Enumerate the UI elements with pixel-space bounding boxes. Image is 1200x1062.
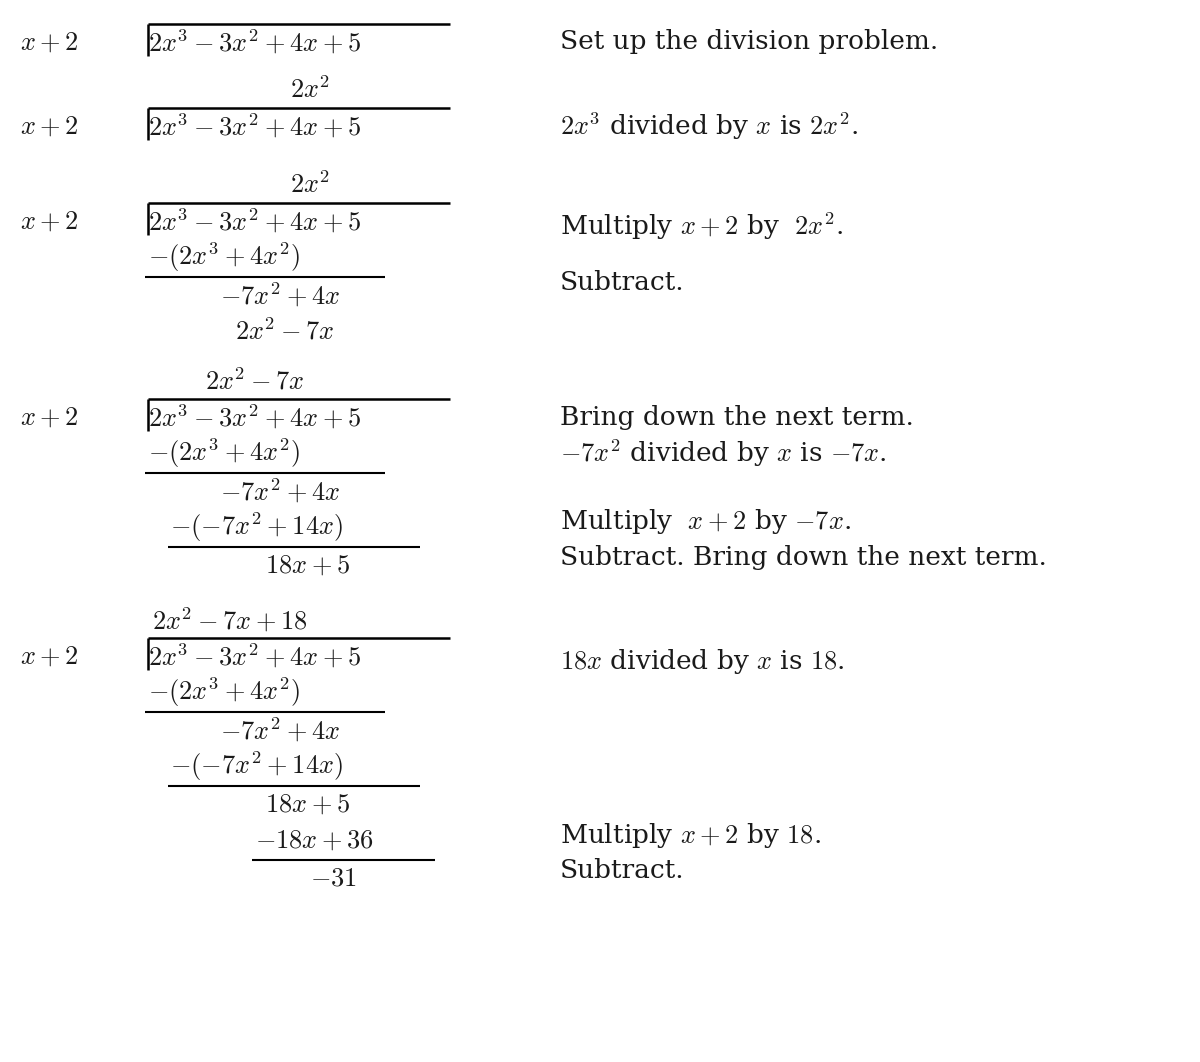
Text: $x + 2$: $x + 2$ bbox=[20, 208, 79, 234]
Text: $2x^2 - 7x$: $2x^2 - 7x$ bbox=[235, 318, 335, 344]
Text: $18x + 5$: $18x + 5$ bbox=[265, 552, 350, 578]
Text: $2x^2$: $2x^2$ bbox=[290, 172, 330, 199]
Text: Bring down the next term.: Bring down the next term. bbox=[560, 405, 914, 429]
Text: $-7x^2$ divided by $x$ is $-7x$.: $-7x^2$ divided by $x$ is $-7x$. bbox=[560, 438, 887, 468]
Text: $2x^2 - 7x + 18$: $2x^2 - 7x + 18$ bbox=[152, 605, 308, 634]
Text: $2x^3$ divided by $x$ is $2x^2$.: $2x^3$ divided by $x$ is $2x^2$. bbox=[560, 110, 858, 142]
Text: $2x^3 - 3x^2 + 4x + 5$: $2x^3 - 3x^2 + 4x + 5$ bbox=[148, 402, 361, 431]
Text: $x + 2$: $x + 2$ bbox=[20, 405, 79, 429]
Text: Multiply $\ x + 2$ by $-7x$.: Multiply $\ x + 2$ by $-7x$. bbox=[560, 508, 851, 536]
Text: Multiply $x + 2$ by $18$.: Multiply $x + 2$ by $18$. bbox=[560, 821, 821, 850]
Text: Multiply $x + 2$ by $\ 2x^2$.: Multiply $x + 2$ by $\ 2x^2$. bbox=[560, 210, 844, 242]
Text: $2x^3 - 3x^2 + 4x + 5$: $2x^3 - 3x^2 + 4x + 5$ bbox=[148, 112, 361, 140]
Text: $-(2x^3 + 4x^2)$: $-(2x^3 + 4x^2)$ bbox=[148, 436, 300, 469]
Text: $-7x^2 + 4x$: $-7x^2 + 4x$ bbox=[220, 716, 340, 744]
Text: Subtract. Bring down the next term.: Subtract. Bring down the next term. bbox=[560, 546, 1046, 570]
Text: Set up the division problem.: Set up the division problem. bbox=[560, 30, 938, 54]
Text: $2x^3 - 3x^2 + 4x + 5$: $2x^3 - 3x^2 + 4x + 5$ bbox=[148, 28, 361, 56]
Text: $-(2x^3 + 4x^2)$: $-(2x^3 + 4x^2)$ bbox=[148, 675, 300, 708]
Text: $2x^3 - 3x^2 + 4x + 5$: $2x^3 - 3x^2 + 4x + 5$ bbox=[148, 641, 361, 670]
Text: $-(-7x^2 + 14x)$: $-(-7x^2 + 14x)$ bbox=[170, 749, 343, 783]
Text: $-7x^2 + 4x$: $-7x^2 + 4x$ bbox=[220, 280, 340, 309]
Text: Subtract.: Subtract. bbox=[560, 858, 685, 884]
Text: $2x^3 - 3x^2 + 4x + 5$: $2x^3 - 3x^2 + 4x + 5$ bbox=[148, 207, 361, 235]
Text: $x + 2$: $x + 2$ bbox=[20, 30, 79, 54]
Text: $x + 2$: $x + 2$ bbox=[20, 114, 79, 138]
Text: $2x^2 - 7x$: $2x^2 - 7x$ bbox=[205, 367, 305, 394]
Text: $18x$ divided by $x$ is $18$.: $18x$ divided by $x$ is $18$. bbox=[560, 647, 845, 675]
Text: $-31$: $-31$ bbox=[310, 866, 356, 891]
Text: $-18x + 36$: $-18x + 36$ bbox=[256, 827, 374, 853]
Text: $18x + 5$: $18x + 5$ bbox=[265, 791, 350, 817]
Text: $-(2x^3 + 4x^2)$: $-(2x^3 + 4x^2)$ bbox=[148, 240, 300, 274]
Text: Subtract.: Subtract. bbox=[560, 270, 685, 294]
Text: $2x^2$: $2x^2$ bbox=[290, 76, 330, 103]
Text: $-7x^2 + 4x$: $-7x^2 + 4x$ bbox=[220, 477, 340, 506]
Text: $x + 2$: $x + 2$ bbox=[20, 644, 79, 668]
Text: $-(-7x^2 + 14x)$: $-(-7x^2 + 14x)$ bbox=[170, 510, 343, 544]
